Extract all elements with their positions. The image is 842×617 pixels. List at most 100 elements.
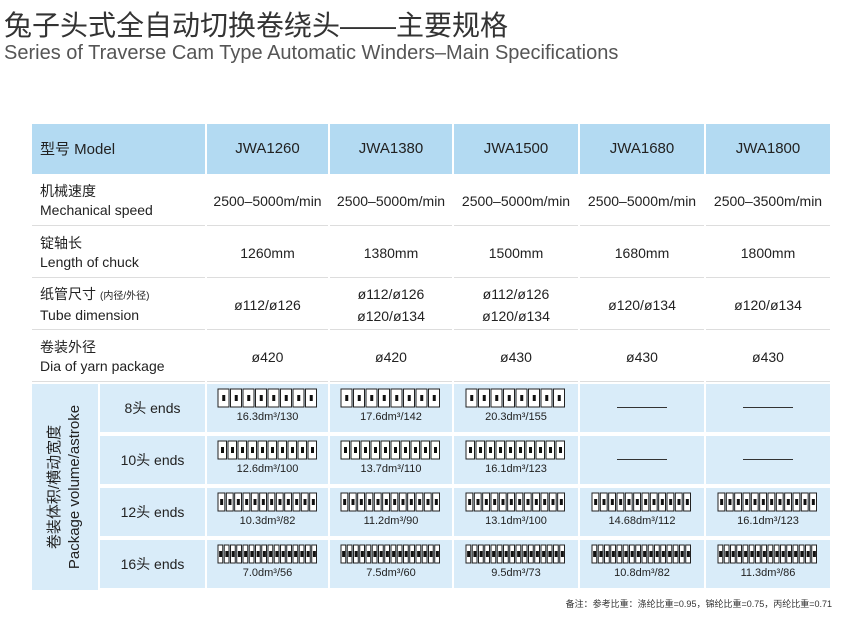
- cell: 1800mm: [706, 228, 830, 278]
- package-value: 13.7dm³/110: [360, 463, 422, 475]
- dash: [617, 459, 667, 460]
- bobbin-core: [520, 395, 524, 401]
- package-label-zh: 卷装体积/横动宽度: [46, 424, 63, 550]
- package-value: 16.3dm³/130: [236, 411, 299, 423]
- bobbin-core: [236, 499, 240, 505]
- bobbin-core: [492, 551, 496, 557]
- bobbin-core: [509, 499, 513, 505]
- bobbin-core: [309, 395, 313, 401]
- bobbin-core: [231, 551, 235, 557]
- bobbin-core: [728, 499, 732, 505]
- package-cell: 20.3dm³/155: [454, 384, 578, 432]
- bobbin-core: [310, 447, 314, 453]
- bobbin-core: [762, 551, 766, 557]
- header-cell: 型号 Model: [32, 124, 205, 174]
- bobbin-core: [593, 551, 597, 557]
- cell: ø112/ø126 ø120/ø134: [454, 280, 578, 330]
- cell-line: ø430: [752, 348, 784, 365]
- bobbin-core: [559, 499, 563, 505]
- bobbin-core: [393, 499, 397, 505]
- package-cell: 12.6dm³/100: [207, 436, 328, 484]
- cell: 2500–3500m/min: [706, 176, 830, 226]
- header-text: JWA1680: [609, 140, 675, 157]
- cell: ø420: [207, 332, 328, 382]
- label-zh-text: 锭轴长: [40, 234, 82, 251]
- bobbin-core: [300, 447, 304, 453]
- header-text: JWA1500: [483, 140, 549, 157]
- bobbin-core: [221, 395, 225, 401]
- bobbin-icons: [217, 388, 317, 408]
- note: 备注：参考比重：涤纶比重=0.95，锦纶比重=0.75，丙纶比重=0.71: [565, 599, 832, 609]
- bobbin-core: [243, 551, 247, 557]
- ends-label: 10头 ends: [100, 436, 205, 484]
- bobbin-core: [534, 499, 538, 505]
- cell: 2500–5000m/min: [454, 176, 578, 226]
- bobbin-core: [407, 395, 411, 401]
- cell-line: ø420: [375, 348, 407, 365]
- bobbin-core: [479, 447, 482, 453]
- bobbin-core: [256, 551, 260, 557]
- bobbin-core: [674, 551, 678, 557]
- ends-label: 16头 ends: [100, 540, 205, 588]
- package-cell: 13.7dm³/110: [330, 436, 452, 484]
- bobbin-core: [719, 551, 723, 557]
- bobbin-core: [539, 447, 542, 453]
- bobbin-icons: [340, 492, 440, 512]
- bobbin-core: [469, 447, 472, 453]
- bobbin-core: [382, 395, 386, 401]
- bobbin-core: [296, 395, 300, 401]
- bobbin-core: [655, 551, 659, 557]
- cell-line: 1260mm: [240, 244, 295, 261]
- title: 兔子头式全自动切换卷绕头——主要规格: [4, 10, 509, 41]
- cell: ø430: [580, 332, 704, 382]
- bobbin-core: [354, 447, 357, 453]
- package-cell: [580, 436, 704, 484]
- bobbin-core: [489, 447, 492, 453]
- bobbin-core: [660, 499, 664, 505]
- row-label: 纸管尺寸 (内径/外径) Tube dimension: [32, 280, 205, 330]
- cell: 1500mm: [454, 228, 578, 278]
- bobbin-core: [482, 395, 486, 401]
- bobbin-core: [769, 551, 773, 557]
- bobbin-core: [218, 551, 222, 557]
- cell-line: 2500–3500m/min: [713, 192, 823, 209]
- bobbin-core: [611, 551, 615, 557]
- bobbin-core: [627, 499, 631, 505]
- bobbin-core: [548, 551, 552, 557]
- bobbin-core: [357, 395, 361, 401]
- package-cell: 7.5dm³/60: [330, 540, 452, 588]
- package-cell: 9.5dm³/73: [454, 540, 578, 588]
- bobbin-core: [219, 499, 223, 505]
- bobbin-core: [237, 551, 241, 557]
- bobbin-core: [274, 551, 278, 557]
- bobbin-core: [554, 551, 558, 557]
- bobbin-core: [306, 551, 310, 557]
- bobbin-core: [669, 499, 673, 505]
- bobbin-core: [303, 499, 306, 505]
- bobbin-core: [599, 551, 603, 557]
- header-text: JWA1800: [735, 140, 801, 157]
- bobbin-core: [395, 395, 399, 401]
- bobbin-core: [624, 551, 628, 557]
- bobbin-core: [795, 499, 799, 505]
- package-value: 14.68dm³/112: [608, 515, 676, 527]
- bobbin-core: [643, 551, 647, 557]
- bobbin-core: [244, 499, 248, 505]
- bobbin-core: [535, 551, 539, 557]
- cell: ø420: [330, 332, 452, 382]
- package-cell: 10.3dm³/82: [207, 488, 328, 536]
- package-value: 7.5dm³/60: [366, 567, 416, 579]
- label-zh-text: 纸管尺寸: [40, 285, 96, 302]
- ends-text: 16头 ends: [120, 556, 185, 572]
- package-cell: 17.6dm³/142: [330, 384, 452, 432]
- package-cell: 7.0dm³/56: [207, 540, 328, 588]
- bobbin-core: [392, 551, 396, 557]
- package-value: 13.1dm³/100: [485, 515, 547, 527]
- package-cell: 16.1dm³/123: [454, 436, 578, 484]
- bobbin-core: [293, 551, 297, 557]
- label-note: (内径/外径): [100, 290, 150, 302]
- bobbin-core: [610, 499, 614, 505]
- header-cell: JWA1680: [580, 124, 704, 174]
- bobbin-core: [619, 499, 623, 505]
- cell-line: ø112/ø126: [482, 285, 550, 302]
